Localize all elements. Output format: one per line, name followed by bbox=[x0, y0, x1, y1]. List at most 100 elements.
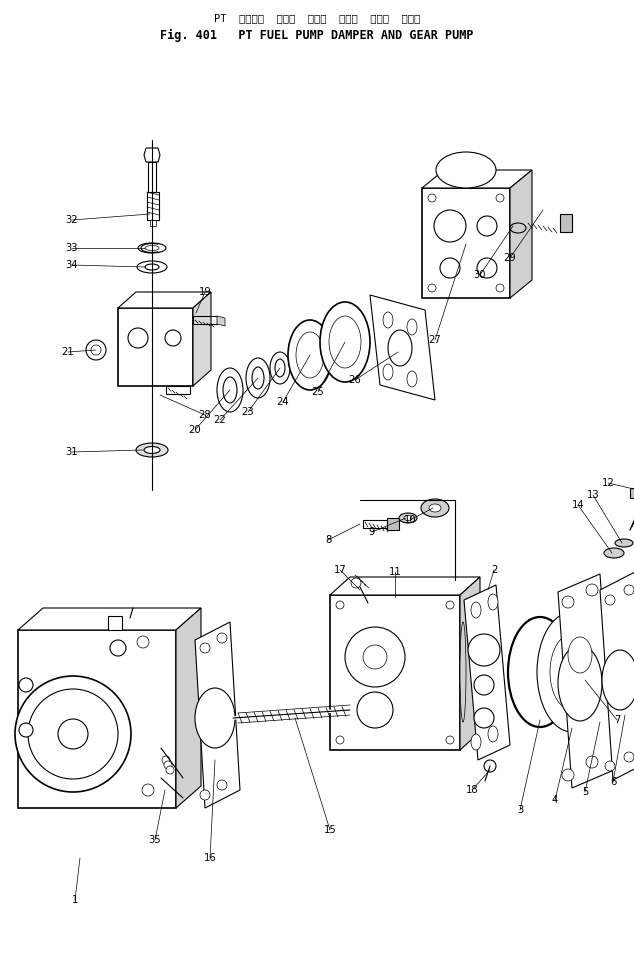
Circle shape bbox=[137, 636, 149, 648]
Polygon shape bbox=[195, 622, 240, 808]
Text: 31: 31 bbox=[66, 447, 79, 457]
Circle shape bbox=[128, 328, 148, 348]
Bar bbox=[193, 316, 217, 324]
Circle shape bbox=[624, 585, 634, 595]
Ellipse shape bbox=[383, 364, 393, 380]
Ellipse shape bbox=[275, 359, 285, 377]
Ellipse shape bbox=[550, 634, 594, 710]
Text: 15: 15 bbox=[323, 825, 337, 835]
Text: 11: 11 bbox=[389, 567, 401, 577]
Polygon shape bbox=[193, 292, 211, 386]
Circle shape bbox=[446, 736, 454, 744]
Circle shape bbox=[351, 578, 361, 588]
Circle shape bbox=[428, 194, 436, 202]
Circle shape bbox=[217, 780, 227, 790]
Ellipse shape bbox=[407, 319, 417, 335]
Circle shape bbox=[474, 708, 494, 728]
Ellipse shape bbox=[436, 152, 496, 188]
Circle shape bbox=[357, 692, 393, 728]
Ellipse shape bbox=[288, 320, 332, 390]
Text: 27: 27 bbox=[429, 335, 441, 345]
Ellipse shape bbox=[615, 539, 633, 547]
Bar bbox=[422, 188, 510, 298]
Ellipse shape bbox=[195, 688, 235, 748]
Circle shape bbox=[477, 216, 497, 236]
Text: 9: 9 bbox=[369, 527, 375, 537]
Ellipse shape bbox=[471, 602, 481, 618]
Polygon shape bbox=[510, 170, 532, 298]
Ellipse shape bbox=[138, 243, 166, 253]
Ellipse shape bbox=[508, 617, 572, 727]
Circle shape bbox=[142, 784, 154, 796]
Ellipse shape bbox=[602, 650, 634, 710]
Circle shape bbox=[624, 752, 634, 762]
Circle shape bbox=[86, 340, 106, 360]
Polygon shape bbox=[464, 585, 510, 760]
Text: 7: 7 bbox=[614, 715, 620, 725]
Circle shape bbox=[91, 345, 101, 355]
Circle shape bbox=[363, 645, 387, 669]
Bar bbox=[148, 162, 156, 192]
Circle shape bbox=[496, 284, 504, 292]
Text: 22: 22 bbox=[214, 415, 226, 425]
Circle shape bbox=[586, 584, 598, 596]
Ellipse shape bbox=[388, 330, 412, 366]
Text: 20: 20 bbox=[189, 425, 202, 435]
Circle shape bbox=[19, 678, 33, 692]
Circle shape bbox=[345, 627, 405, 687]
Polygon shape bbox=[18, 608, 201, 630]
Circle shape bbox=[605, 761, 615, 771]
Bar bbox=[630, 488, 634, 498]
Text: 26: 26 bbox=[349, 375, 361, 385]
Circle shape bbox=[605, 595, 615, 605]
Circle shape bbox=[586, 756, 598, 768]
Text: 16: 16 bbox=[204, 853, 216, 863]
Circle shape bbox=[165, 330, 181, 346]
Circle shape bbox=[166, 766, 174, 774]
Ellipse shape bbox=[460, 622, 466, 722]
Circle shape bbox=[474, 675, 494, 695]
Polygon shape bbox=[217, 316, 225, 326]
Ellipse shape bbox=[488, 726, 498, 742]
Ellipse shape bbox=[296, 332, 324, 378]
Ellipse shape bbox=[270, 352, 290, 384]
Bar bbox=[363, 520, 387, 528]
Text: 30: 30 bbox=[474, 270, 486, 280]
Ellipse shape bbox=[136, 443, 168, 457]
Ellipse shape bbox=[429, 504, 441, 512]
Text: 34: 34 bbox=[66, 260, 78, 270]
Polygon shape bbox=[118, 292, 211, 308]
Ellipse shape bbox=[383, 312, 393, 328]
Polygon shape bbox=[144, 148, 160, 162]
Text: 24: 24 bbox=[276, 397, 289, 407]
Text: 17: 17 bbox=[333, 565, 346, 575]
Ellipse shape bbox=[223, 377, 237, 403]
Ellipse shape bbox=[582, 640, 618, 704]
Ellipse shape bbox=[404, 516, 412, 521]
Text: 19: 19 bbox=[198, 287, 211, 297]
Text: 3: 3 bbox=[517, 805, 523, 815]
Circle shape bbox=[477, 258, 497, 278]
Circle shape bbox=[562, 596, 574, 608]
Circle shape bbox=[496, 194, 504, 202]
Ellipse shape bbox=[471, 734, 481, 750]
Bar bbox=[18, 630, 176, 808]
Ellipse shape bbox=[144, 447, 160, 453]
Circle shape bbox=[19, 723, 33, 737]
Ellipse shape bbox=[246, 358, 270, 398]
Ellipse shape bbox=[252, 367, 264, 389]
Polygon shape bbox=[460, 577, 480, 750]
Circle shape bbox=[562, 769, 574, 781]
Ellipse shape bbox=[570, 620, 630, 724]
Ellipse shape bbox=[217, 368, 243, 412]
Circle shape bbox=[162, 756, 170, 764]
Circle shape bbox=[336, 736, 344, 744]
Circle shape bbox=[428, 284, 436, 292]
Ellipse shape bbox=[329, 316, 361, 368]
Circle shape bbox=[440, 258, 460, 278]
Text: 33: 33 bbox=[66, 243, 78, 253]
Circle shape bbox=[164, 761, 172, 769]
Polygon shape bbox=[558, 574, 614, 788]
Text: 13: 13 bbox=[586, 490, 599, 500]
Bar bbox=[560, 214, 572, 232]
